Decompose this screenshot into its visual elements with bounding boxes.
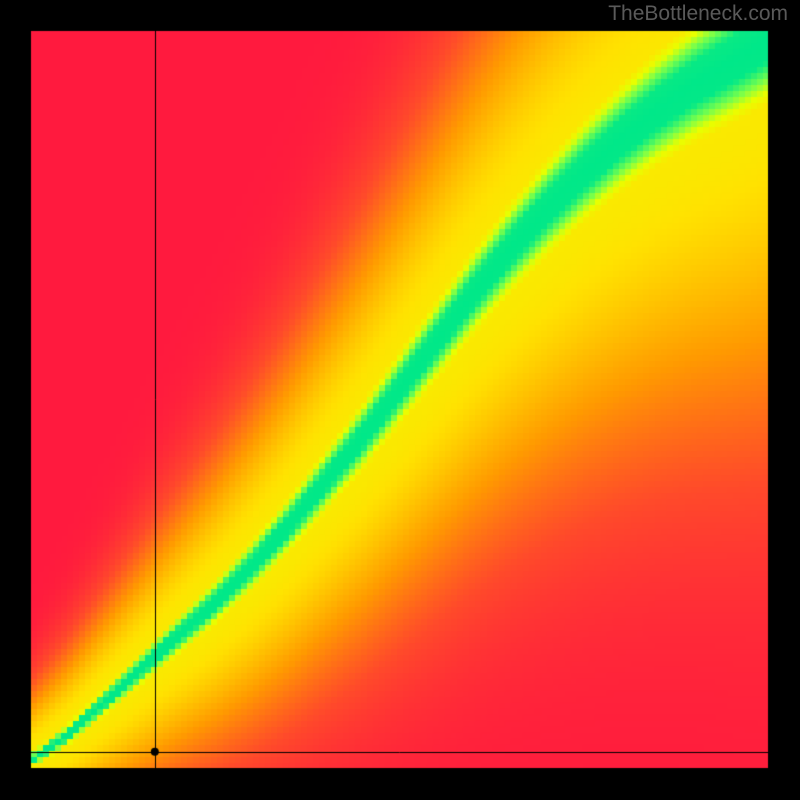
- bottleneck-heatmap: [0, 0, 800, 800]
- chart-container: TheBottleneck.com: [0, 0, 800, 800]
- watermark-text: TheBottleneck.com: [608, 2, 788, 26]
